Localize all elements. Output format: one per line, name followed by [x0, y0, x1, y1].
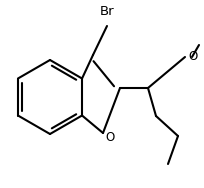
Text: Br: Br — [100, 5, 114, 18]
Text: O: O — [188, 51, 197, 64]
Text: O: O — [105, 131, 114, 144]
